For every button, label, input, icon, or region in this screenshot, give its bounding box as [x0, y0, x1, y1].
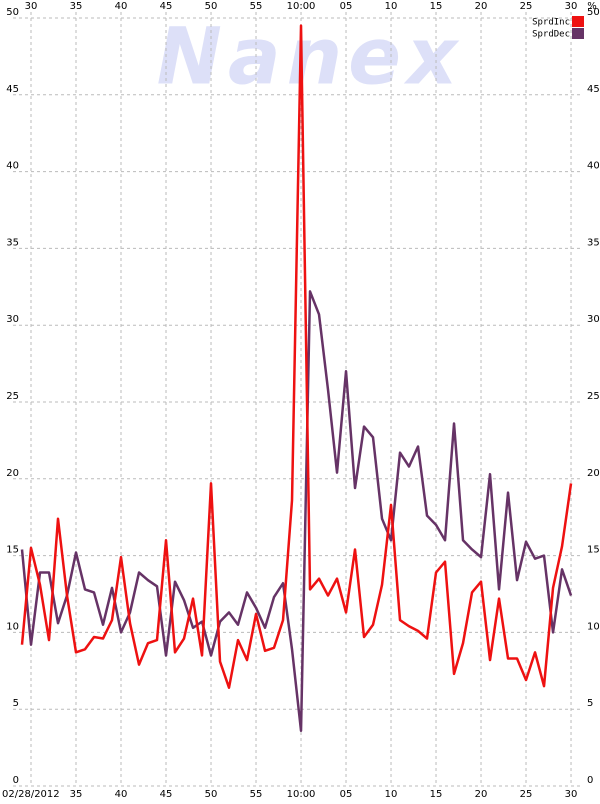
y-tick-label: 35 [6, 237, 19, 248]
y-tick-label: 10 [6, 621, 19, 632]
y-tick-label: 25 [6, 391, 19, 402]
series-line [20, 290, 573, 732]
legend-label: SprdInc [532, 18, 570, 28]
x-tick-label-top: 45 [160, 1, 173, 12]
x-tick-label-bottom: 50 [205, 789, 218, 800]
x-tick-label-bottom: 55 [250, 789, 263, 800]
x-tick-label-top: 10:00 [287, 1, 316, 12]
series-line [20, 24, 573, 689]
y-tick-label-right: 45 [587, 84, 600, 95]
x-tick-label-bottom: 30 [565, 789, 578, 800]
y-tick-label: 0 [13, 775, 19, 786]
x-tick-label-top: 20 [475, 1, 488, 12]
y-tick-label-right: 5 [587, 698, 593, 709]
y-tick-label: 5 [13, 698, 19, 709]
x-tick-label-top: 10 [385, 1, 398, 12]
y-tick-label-right: 25 [587, 391, 600, 402]
x-tick-label-bottom: 15 [430, 789, 443, 800]
y-tick-label-right: 35 [587, 237, 600, 248]
y-tick-label: 15 [6, 545, 19, 556]
y-tick-label: 30 [6, 314, 19, 325]
x-tick-label-bottom: 10 [385, 789, 398, 800]
x-tick-label-bottom: 35 [70, 789, 83, 800]
date-label: 02/28/2012 [2, 789, 60, 800]
x-tick-label-bottom: 40 [115, 789, 128, 800]
x-tick-label-top: 55 [250, 1, 263, 12]
x-tick-label-top: 05 [340, 1, 353, 12]
y-tick-label-right: 50 [587, 7, 600, 18]
x-tick-label-bottom: 25 [520, 789, 533, 800]
x-tick-label-top: 35 [70, 1, 83, 12]
y-tick-label-right: 20 [587, 468, 600, 479]
y-unit: % [587, 1, 597, 12]
legend-swatch [572, 28, 584, 39]
x-tick-label-top: 40 [115, 1, 128, 12]
y-tick-label: 50 [6, 7, 19, 18]
x-tick-label-bottom: 20 [475, 789, 488, 800]
x-tick-label-top: 30 [565, 1, 578, 12]
y-tick-label: 20 [6, 468, 19, 479]
y-tick-label: 40 [6, 161, 19, 172]
x-tick-label-top: 25 [520, 1, 533, 12]
x-tick-label-top: 15 [430, 1, 443, 12]
y-tick-label-right: 15 [587, 545, 600, 556]
y-tick-label-right: 30 [587, 314, 600, 325]
y-tick-label-right: 0 [587, 775, 593, 786]
x-tick-label-top: 50 [205, 1, 218, 12]
y-tick-label-right: 10 [587, 621, 600, 632]
x-tick-label-bottom: 05 [340, 789, 353, 800]
legend-swatch [572, 16, 584, 27]
x-tick-label-top: 30 [25, 1, 38, 12]
legend-label: SprdDec [532, 30, 570, 40]
y-tick-label-right: 40 [587, 161, 600, 172]
y-tick-label: 45 [6, 84, 19, 95]
watermark: Nanex [157, 12, 464, 102]
x-tick-label-bottom: 10:00 [287, 789, 316, 800]
x-tick-label-bottom: 45 [160, 789, 173, 800]
